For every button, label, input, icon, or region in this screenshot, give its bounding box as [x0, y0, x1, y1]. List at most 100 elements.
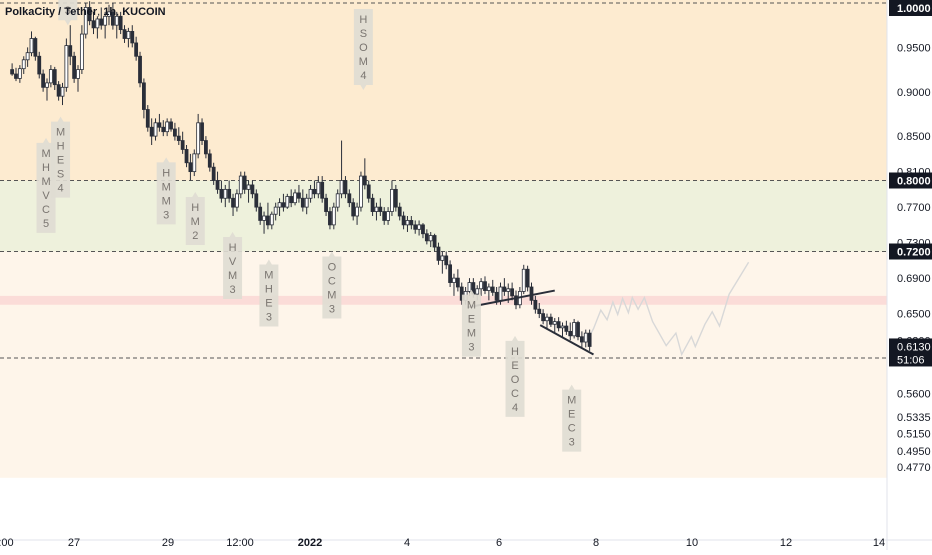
badge-bg — [889, 0, 932, 16]
candle-1 — [14, 67, 18, 82]
annotation-mvs3[interactable]: MVS3 — [58, 0, 78, 26]
candle-23 — [99, 7, 104, 30]
candle-body — [138, 55, 142, 84]
candle-body — [541, 313, 546, 322]
candle-8 — [41, 69, 46, 92]
level-badge-0: 1.0000 — [889, 0, 932, 16]
candle-body — [99, 18, 104, 26]
candle-36 — [149, 118, 154, 145]
annotation-mec3[interactable]: MEC 3 — [562, 384, 582, 452]
chart-title: PolkaCity / Tether, 1h, KUCOIN — [5, 6, 166, 18]
candle-10 — [48, 65, 53, 88]
candle-body — [204, 140, 208, 155]
annotation-mem3[interactable]: MEM 3 — [461, 289, 481, 357]
x-tick-label: 6 — [496, 537, 502, 549]
candle-body — [428, 235, 433, 242]
candle-body — [254, 193, 259, 208]
badge-bg — [889, 172, 932, 189]
candle-body — [273, 206, 278, 215]
annotation-letter: 4 — [512, 402, 518, 414]
candle-99 — [393, 184, 398, 212]
candle-77 — [308, 184, 313, 203]
candle-17 — [76, 65, 80, 92]
candle-body — [514, 295, 518, 306]
symbol-name: PolkaCity / Tether — [5, 6, 98, 18]
candle-body — [374, 206, 379, 212]
candle-40 — [165, 118, 170, 137]
annotation-ocm3[interactable]: OCM 3 — [322, 251, 342, 319]
trendline-0[interactable] — [467, 289, 555, 309]
annotation-mhe3[interactable]: MHE 3 — [259, 259, 279, 327]
zone-0 — [0, 0, 887, 181]
candle-146 — [576, 320, 580, 341]
candle-body — [405, 220, 410, 226]
candle-body — [382, 211, 387, 221]
candle-body — [548, 316, 553, 325]
annotation-letter: 2 — [192, 230, 198, 242]
candle-body — [188, 162, 193, 173]
annotation-letter: M — [467, 300, 476, 312]
candle-92 — [366, 180, 371, 203]
candle-body — [269, 213, 274, 226]
candle-142 — [560, 322, 565, 337]
candle-body — [266, 215, 270, 226]
annotation-hm2[interactable]: HM 2 — [185, 192, 205, 246]
candle-107 — [424, 229, 429, 245]
candle-body — [494, 291, 499, 301]
annotation-letter: E — [265, 297, 272, 309]
annotation-letter: 3 — [163, 209, 169, 221]
candle-body — [219, 188, 224, 199]
candle-body — [359, 175, 363, 208]
candle-12 — [56, 81, 61, 101]
candle-49 — [200, 118, 204, 145]
trendline-1[interactable] — [539, 324, 594, 356]
candle-116 — [459, 282, 464, 305]
candle-body — [409, 220, 414, 226]
y-tick-label: 0.6900 — [897, 273, 931, 285]
trendlines-layer — [467, 289, 594, 356]
red-band-zone — [0, 295, 887, 305]
annotation-box — [51, 116, 71, 198]
candle-body — [21, 59, 26, 70]
annotation-letter: E — [511, 360, 518, 372]
candle-body — [347, 193, 352, 204]
candle-101 — [401, 211, 406, 230]
annotation-hvm3[interactable]: HVM 3 — [223, 231, 243, 299]
annotation-letter: H — [57, 141, 65, 153]
annotation-letter: E — [57, 155, 64, 167]
candle-body — [521, 268, 526, 292]
annotation-letter: C — [42, 204, 50, 216]
annotation-letter: S — [360, 28, 367, 40]
candle-127 — [502, 278, 507, 296]
candle-body — [281, 202, 286, 208]
candle-body — [564, 325, 569, 332]
annotation-letter: H — [229, 242, 237, 254]
annotation-box — [223, 231, 243, 299]
candle-body — [173, 128, 177, 137]
badge-text: 1.0000 — [897, 3, 931, 15]
candle-body — [184, 149, 189, 164]
candle-body — [25, 52, 30, 61]
x-tick-label: 12 — [780, 537, 792, 549]
candle-body — [386, 211, 390, 221]
candle-75 — [300, 189, 305, 212]
annotation-letter: 3 — [266, 311, 272, 323]
candle-body — [401, 215, 406, 226]
annotation-box — [259, 259, 279, 327]
annotation-letter: M — [467, 328, 476, 340]
candle-body — [300, 197, 305, 208]
candle-46 — [188, 153, 193, 181]
annotation-letter: O — [511, 374, 520, 386]
candle-body — [351, 202, 356, 217]
countdown-text: 51:06 — [897, 354, 925, 366]
candle-body — [33, 38, 38, 57]
candle-body — [537, 308, 542, 315]
candle-body — [502, 286, 507, 292]
